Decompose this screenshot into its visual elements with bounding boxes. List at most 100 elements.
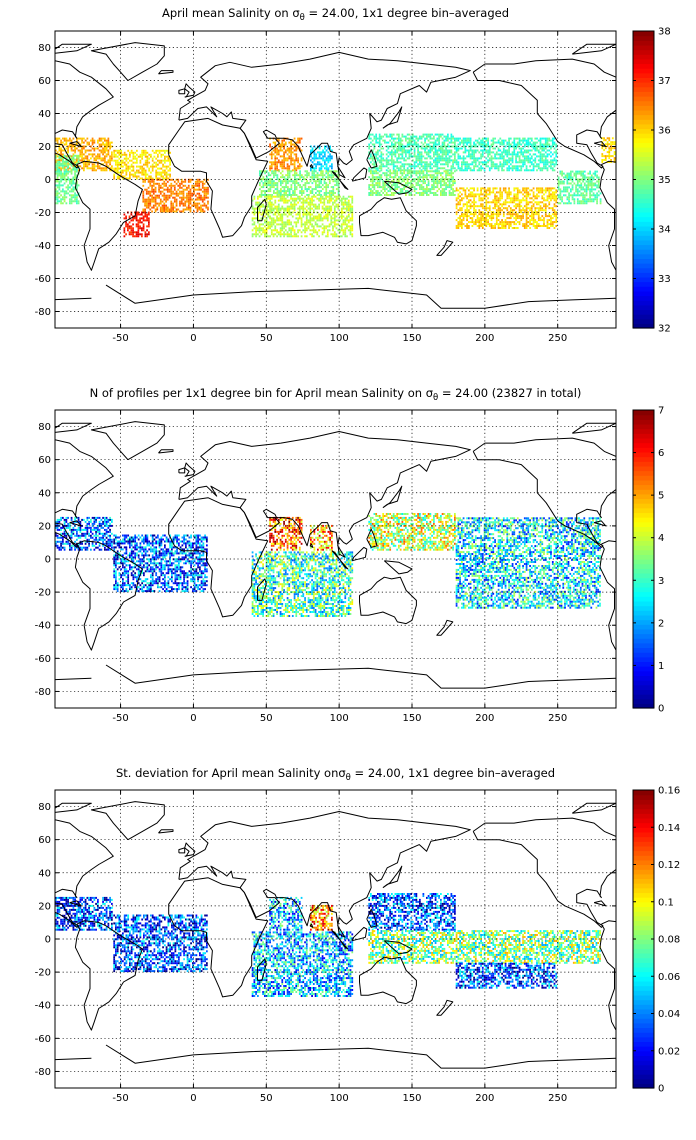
x-tick-label: 250 <box>548 333 567 344</box>
y-tick-label: 40 <box>38 109 51 120</box>
chart-title: April mean Salinity on σθ = 24.00, 1x1 d… <box>162 6 509 23</box>
coastline <box>168 497 269 618</box>
region-4 <box>251 931 354 997</box>
coastline <box>382 485 403 509</box>
region-7 <box>259 170 340 196</box>
coastline <box>331 930 349 950</box>
colorbar-tick-label: 32 <box>658 324 671 335</box>
region-9 <box>368 133 456 172</box>
coastline <box>572 43 616 55</box>
y-tick-label: -40 <box>35 1001 51 1012</box>
coastline <box>383 940 413 955</box>
y-tick-label: 60 <box>38 455 51 466</box>
coastline <box>366 528 378 548</box>
coastline <box>257 958 267 981</box>
coastline <box>472 817 616 928</box>
coastline <box>351 167 368 182</box>
y-tick-label: 80 <box>38 802 51 813</box>
colorbar-tick-label: 0.08 <box>658 935 680 946</box>
region-3 <box>142 178 209 213</box>
panel-3: St. deviation for April mean Salinity on… <box>35 766 696 1104</box>
x-tick-label: 150 <box>402 1093 421 1104</box>
region-8 <box>251 195 354 238</box>
coastline <box>55 422 92 433</box>
coastline <box>359 576 417 625</box>
coastline <box>683 830 696 833</box>
colorbar-tick-label: 1 <box>658 661 664 672</box>
y-tick-label: -20 <box>35 208 51 219</box>
coastline <box>158 449 174 454</box>
coastline <box>331 550 349 570</box>
coastline <box>184 462 196 477</box>
coastline <box>69 900 82 907</box>
region-10 <box>455 137 558 172</box>
coastlines <box>55 801 696 1069</box>
data-bins <box>55 513 601 617</box>
coastline <box>599 160 616 271</box>
coastline <box>572 422 616 434</box>
y-tick-label: -40 <box>35 241 51 252</box>
coastline <box>309 923 314 928</box>
coastline <box>436 999 454 1016</box>
region-6 <box>368 930 601 964</box>
chart-title: N of profiles per 1x1 degree bin for Apr… <box>90 386 582 403</box>
y-tick-label: -20 <box>35 588 51 599</box>
gridlines <box>55 790 616 1088</box>
coastline <box>55 297 92 301</box>
coastline <box>178 88 186 95</box>
x-tick-label: -50 <box>112 713 128 724</box>
coastline <box>436 240 454 256</box>
coastline <box>257 578 267 601</box>
coastline <box>105 664 616 689</box>
coastline <box>309 543 314 548</box>
coastline <box>184 83 196 98</box>
coastlines <box>55 42 616 309</box>
panel-1: April mean Salinity on σθ = 24.00, 1x1 d… <box>35 6 671 344</box>
region-4 <box>251 551 354 617</box>
coastline <box>351 926 368 942</box>
y-tick-label: 20 <box>38 901 51 912</box>
colorbar-tick-label: 0.1 <box>658 897 674 908</box>
x-tick-label: 50 <box>260 1093 273 1104</box>
coastline <box>599 920 616 1031</box>
coastline <box>55 802 92 813</box>
y-tick-label: 20 <box>38 521 51 532</box>
x-tick-label: 50 <box>260 333 273 344</box>
chart-title: St. deviation for April mean Salinity on… <box>116 766 555 783</box>
coastline <box>74 540 143 651</box>
coastline <box>178 847 186 854</box>
y-tick-label: -60 <box>35 274 51 285</box>
colorbar-tick-label: 0.12 <box>658 860 680 871</box>
coastline <box>383 180 413 195</box>
coastline <box>383 560 413 575</box>
coastline <box>366 908 378 928</box>
region-13 <box>557 170 602 205</box>
region-14 <box>601 137 616 163</box>
coastline <box>331 170 349 190</box>
coastline <box>359 197 417 245</box>
y-tick-label: 80 <box>38 422 51 433</box>
coastline <box>168 877 269 998</box>
coastline <box>257 198 267 222</box>
y-tick-label: 40 <box>38 488 51 499</box>
panel-2: N of profiles per 1x1 degree bin for Apr… <box>35 386 665 724</box>
region-2 <box>113 149 171 180</box>
coastline <box>382 106 403 129</box>
region-11 <box>368 170 456 196</box>
colorbar-tick-label: 0 <box>658 1084 664 1095</box>
coastline <box>178 51 471 179</box>
coastline <box>158 829 174 834</box>
coastline <box>178 431 471 558</box>
colorbar-tick-label: 34 <box>658 225 671 236</box>
coastline <box>74 920 143 1031</box>
y-tick-label: 60 <box>38 835 51 846</box>
coastline <box>309 164 314 169</box>
coastline <box>90 42 165 81</box>
colorbar-tick-label: 0.16 <box>658 786 680 797</box>
colorbar-tick-label: 0.04 <box>658 1009 680 1020</box>
y-tick-label: 20 <box>38 142 51 153</box>
region-7 <box>455 962 558 989</box>
region-2 <box>269 516 303 551</box>
coastline <box>105 284 616 309</box>
